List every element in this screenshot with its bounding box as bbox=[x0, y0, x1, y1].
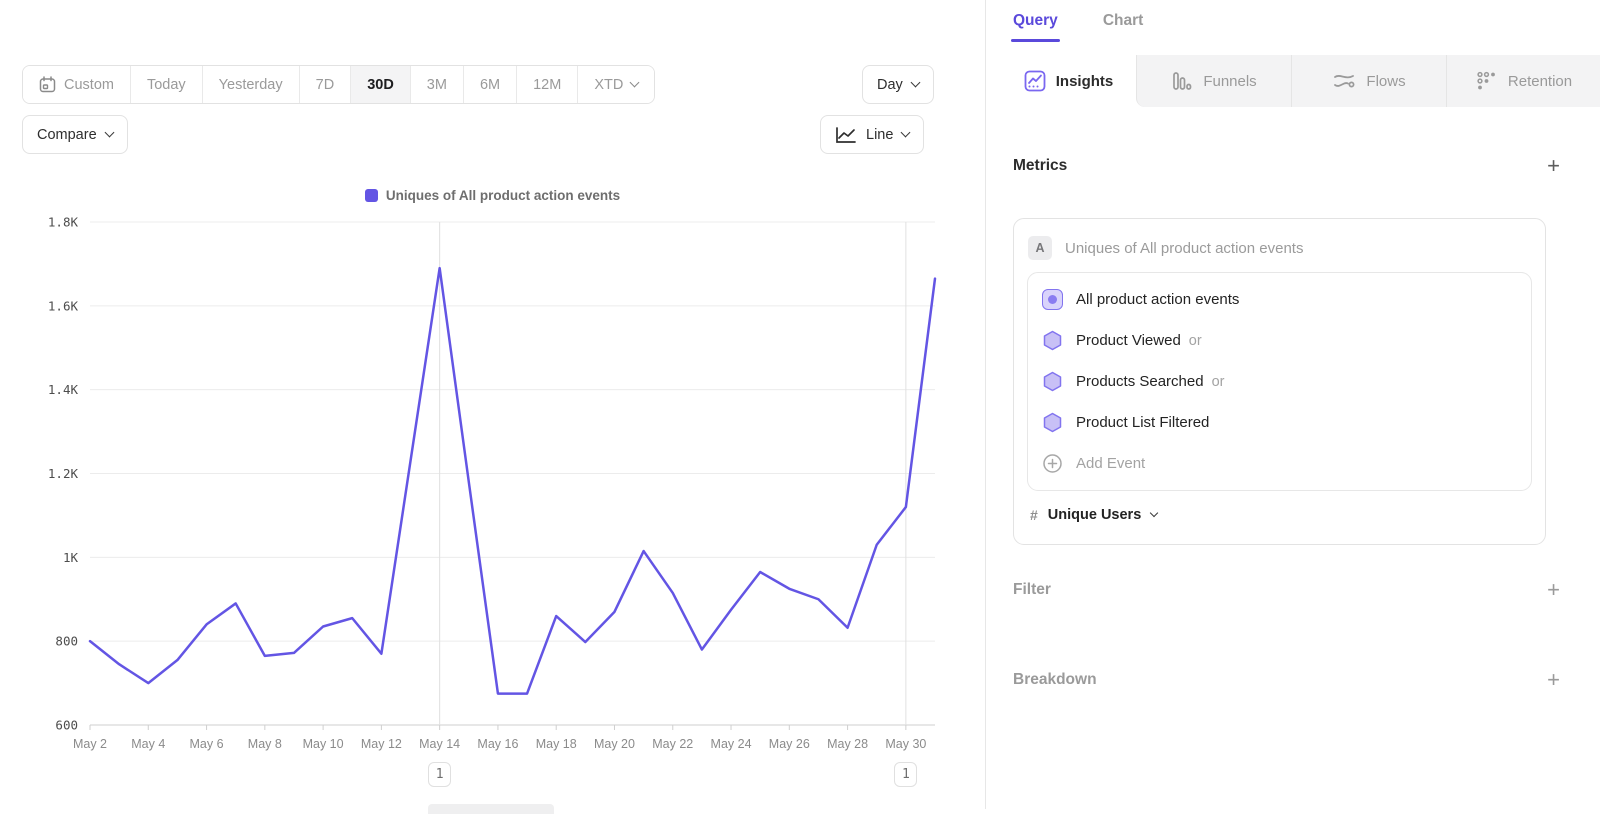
event-row-all-product-action-events[interactable]: All product action events bbox=[1028, 279, 1531, 320]
event-list-card: All product action events Product Viewed… bbox=[1027, 272, 1532, 491]
legend-color-swatch bbox=[364, 189, 378, 202]
line-chart-icon bbox=[836, 126, 856, 143]
svg-text:May 4: May 4 bbox=[131, 737, 165, 751]
legend-label: Uniques of All product action events bbox=[385, 188, 621, 203]
metric-group-label: Uniques of All product action events bbox=[1065, 239, 1304, 257]
query-panel: Query Chart Insights Funnels bbox=[985, 0, 1600, 809]
svg-text:May 20: May 20 bbox=[594, 737, 635, 751]
date-range-selector: Custom Today Yesterday 7D 30D 3M 6M 12M … bbox=[22, 65, 656, 104]
filter-section-header: Filter + bbox=[1013, 579, 1560, 601]
breakdown-section-header: Breakdown + bbox=[1013, 669, 1560, 691]
retention-icon bbox=[1477, 71, 1495, 90]
hash-icon: # bbox=[1030, 507, 1038, 523]
tab-chart[interactable]: Chart bbox=[1102, 12, 1144, 29]
add-circle-icon bbox=[1043, 454, 1062, 473]
tab-flows[interactable]: Flows bbox=[1291, 55, 1446, 107]
metrics-title: Metrics bbox=[1013, 157, 1068, 174]
svg-text:1K: 1K bbox=[63, 550, 79, 565]
tab-funnels[interactable]: Funnels bbox=[1136, 55, 1291, 107]
svg-text:1.2K: 1.2K bbox=[48, 466, 79, 481]
add-filter-button[interactable]: + bbox=[1547, 577, 1560, 602]
tab-insights[interactable]: Insights bbox=[1001, 55, 1136, 107]
svg-text:May 14: May 14 bbox=[419, 737, 460, 751]
funnels-icon bbox=[1173, 72, 1192, 90]
chevron-down-icon bbox=[629, 77, 640, 88]
svg-text:1.4K: 1.4K bbox=[48, 382, 79, 397]
insights-icon bbox=[1024, 70, 1046, 92]
chart-canvas[interactable]: 1.8K 1.6K 1.4K 1.2K 1K 800 600 May 2 May 4 May 6 M… bbox=[0, 210, 985, 809]
metrics-section-header: Metrics + bbox=[1013, 155, 1560, 177]
chevron-down-icon bbox=[104, 127, 115, 138]
event-hexagon-icon bbox=[1043, 371, 1062, 392]
svg-text:May 8: May 8 bbox=[248, 737, 282, 751]
svg-text:May 18: May 18 bbox=[536, 737, 577, 751]
tab-retention[interactable]: Retention bbox=[1446, 55, 1600, 107]
breakdown-title: Breakdown bbox=[1013, 671, 1097, 688]
line-chart: 1.8K 1.6K 1.4K 1.2K 1K 800 600 May 2 May 4 May 6 M… bbox=[0, 210, 985, 809]
range-xtd-button[interactable]: XTD bbox=[577, 66, 655, 103]
chart-legend: Uniques of All product action events bbox=[0, 188, 985, 203]
range-custom-button[interactable]: Custom bbox=[23, 66, 130, 103]
metric-card: A Uniques of All product action events A… bbox=[1013, 218, 1546, 545]
svg-text:May 28: May 28 bbox=[827, 737, 868, 751]
event-row-products-searched[interactable]: Products Searched or bbox=[1028, 361, 1531, 402]
svg-text:1.8K: 1.8K bbox=[48, 215, 79, 230]
calendar-icon bbox=[39, 76, 56, 93]
filter-title: Filter bbox=[1013, 581, 1051, 598]
svg-text:May 2: May 2 bbox=[73, 737, 107, 751]
chart-type-dropdown[interactable]: Line bbox=[820, 115, 925, 154]
add-metric-button[interactable]: + bbox=[1547, 153, 1560, 178]
compare-dropdown[interactable]: Compare bbox=[22, 115, 128, 154]
svg-text:600: 600 bbox=[55, 718, 78, 733]
chart-region: Custom Today Yesterday 7D 30D 3M 6M 12M … bbox=[0, 65, 985, 814]
all-events-icon bbox=[1042, 289, 1063, 310]
event-row-product-list-filtered[interactable]: Product List Filtered bbox=[1028, 402, 1531, 443]
chevron-down-icon bbox=[900, 127, 911, 138]
svg-text:May 26: May 26 bbox=[769, 737, 810, 751]
event-hexagon-icon bbox=[1043, 412, 1062, 433]
analysis-type-tabs: Insights Funnels Flows bbox=[986, 55, 1600, 107]
svg-text:May 22: May 22 bbox=[652, 737, 693, 751]
flows-icon bbox=[1334, 75, 1355, 88]
metric-letter-badge: A bbox=[1028, 236, 1052, 260]
range-yesterday-button[interactable]: Yesterday bbox=[201, 66, 299, 103]
tab-query[interactable]: Query bbox=[1011, 12, 1060, 42]
svg-text:May 6: May 6 bbox=[190, 737, 224, 751]
panel-header-tabs: Query Chart bbox=[1011, 12, 1144, 42]
svg-text:800: 800 bbox=[55, 634, 78, 649]
chevron-down-icon bbox=[1150, 508, 1159, 518]
svg-text:1.6K: 1.6K bbox=[48, 298, 79, 313]
range-6m-button[interactable]: 6M bbox=[462, 66, 517, 103]
event-hexagon-icon bbox=[1043, 330, 1062, 351]
svg-text:May 24: May 24 bbox=[711, 737, 752, 751]
event-row-product-viewed[interactable]: Product Viewed or bbox=[1028, 320, 1531, 361]
svg-text:May 10: May 10 bbox=[303, 737, 344, 751]
range-12m-button[interactable]: 12M bbox=[516, 66, 578, 103]
svg-text:May 30: May 30 bbox=[885, 737, 926, 751]
svg-text:May 12: May 12 bbox=[361, 737, 402, 751]
measurement-dropdown[interactable]: # Unique Users bbox=[1014, 491, 1545, 523]
chevron-down-icon bbox=[910, 77, 921, 88]
range-label: Custom bbox=[64, 76, 114, 93]
annotation-badge[interactable]: 1 bbox=[428, 762, 452, 787]
range-30d-button[interactable]: 30D bbox=[350, 66, 410, 103]
range-7d-button[interactable]: 7D bbox=[298, 66, 351, 103]
annotation-badge[interactable]: 1 bbox=[894, 762, 918, 787]
add-breakdown-button[interactable]: + bbox=[1547, 667, 1560, 692]
svg-text:May 16: May 16 bbox=[477, 737, 518, 751]
range-3m-button[interactable]: 3M bbox=[409, 66, 463, 103]
granularity-dropdown[interactable]: Day bbox=[862, 65, 934, 104]
add-event-button[interactable]: Add Event bbox=[1028, 443, 1531, 484]
metric-group-header[interactable]: A Uniques of All product action events bbox=[1014, 219, 1545, 272]
range-today-button[interactable]: Today bbox=[129, 66, 202, 103]
scroll-strip-partial bbox=[428, 804, 554, 814]
